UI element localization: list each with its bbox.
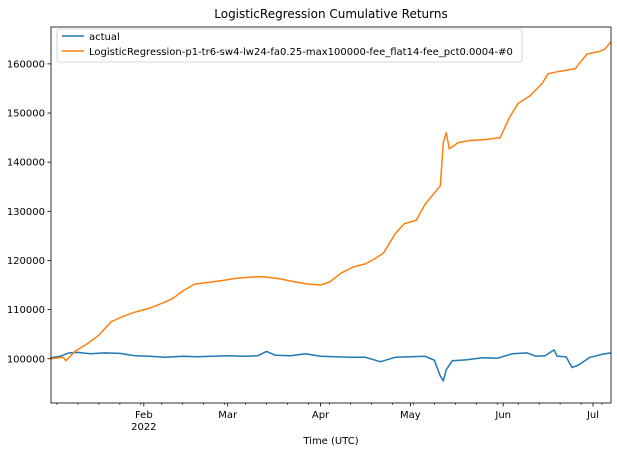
legend: actual LogisticRegression-p1-tr6-sw4-lw2… [56, 28, 523, 63]
x-tick-label: Feb [135, 410, 153, 421]
x-tick-sublabel: 2022 [131, 422, 156, 433]
y-tick-label: 120000 [7, 256, 45, 267]
legend-label-strategy: LogisticRegression-p1-tr6-sw4-lw24-fa0.2… [89, 47, 513, 58]
y-tick-label: 130000 [7, 207, 45, 218]
plot-frame [50, 26, 612, 404]
y-tick-label: 110000 [7, 305, 45, 316]
x-tick-label: Mar [218, 410, 238, 421]
y-tick-label: 100000 [7, 354, 45, 365]
x-tick-label: Jun [494, 410, 511, 421]
x-tick-label: Jul [586, 410, 599, 421]
y-tick-label: 160000 [7, 59, 45, 70]
y-tick-label: 140000 [7, 158, 45, 169]
y-tick-label: 150000 [7, 109, 45, 120]
chart-title: LogisticRegression Cumulative Returns [214, 7, 447, 21]
x-axis-label: Time (UTC) [302, 436, 358, 447]
legend-label-actual: actual [89, 32, 120, 43]
series-line-actual [50, 349, 612, 382]
plot-area [51, 27, 611, 403]
y-axis: 100000 110000 120000 130000 140000 150000 1600… [7, 59, 51, 365]
x-tick-label: Apr [312, 410, 330, 421]
series-layer [50, 41, 612, 382]
series-line-strategy [50, 41, 612, 362]
legend-box [56, 28, 523, 63]
x-tick-label: May [400, 410, 421, 421]
